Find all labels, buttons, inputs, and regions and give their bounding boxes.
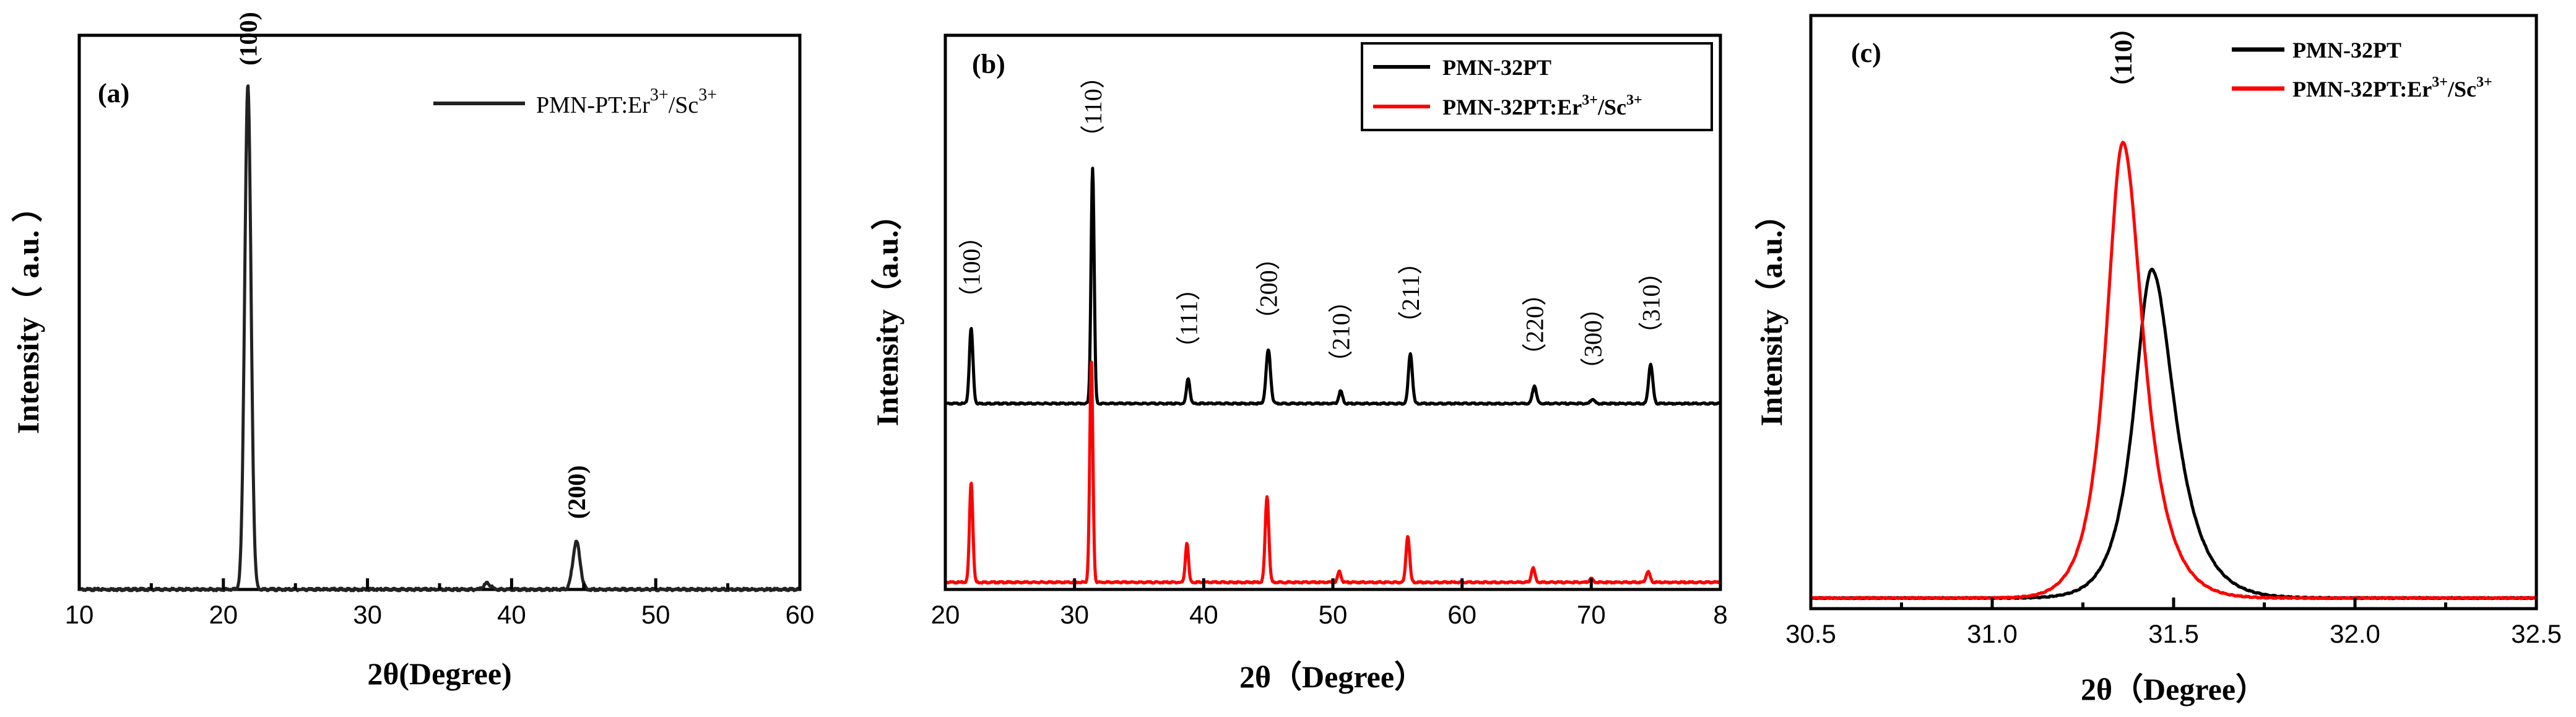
panel-a-x-ticks xyxy=(77,578,802,589)
panel-a-series-1 xyxy=(77,84,801,593)
panel-b-peak-label: （110） xyxy=(1079,64,1107,150)
panel-b-peak-label: （220） xyxy=(1521,281,1549,368)
panel-c-y-axis-label: Intensity（a.u.） xyxy=(1754,199,1789,427)
panel-b-legend-label-2: PMN-32PT:Er3+/Sc3+ xyxy=(1442,92,1642,120)
panel-b-x-tick-label: 50 xyxy=(1319,600,1348,629)
panel-c-series-2 xyxy=(1810,141,2538,601)
panel-c-x-axis-label: 2θ（Degree） xyxy=(2081,672,2266,706)
panel-c-x-tick-label: 32.5 xyxy=(2511,619,2562,648)
panel-c-label: (c) xyxy=(1851,38,1881,68)
panel-b-peak-label: （210） xyxy=(1327,289,1355,375)
panel-b-x-tick-label: 20 xyxy=(931,600,960,629)
panel-a-y-axis-label: Intensity（ a.u. ） xyxy=(11,191,45,434)
panel-c-legend-label-1: PMN-32PT xyxy=(2292,38,2401,63)
panel-c-series-group xyxy=(1810,141,2538,601)
panel-a-x-axis-label: 2θ(Degree) xyxy=(367,656,511,691)
panel-b-x-tick-label: 8 xyxy=(1713,600,1727,629)
panel-c-legend: PMN-32PT PMN-32PT:Er3+/Sc3+ xyxy=(2232,38,2492,102)
panel-c-peak-label: （110） xyxy=(2109,15,2137,100)
panel-b-x-ticks xyxy=(943,578,1722,589)
panel-b-peak-labels: （100） （110） （111） （200） （210） （211） （220） （300）… xyxy=(958,64,1665,382)
panel-a-x-tick-labels: 10 20 30 40 50 60 xyxy=(65,600,815,629)
panel-c-x-ticks xyxy=(1809,598,2538,609)
panel-a-legend: PMN-PT:Er3+/Sc3+ xyxy=(433,85,717,118)
panel-a-peak-label: (100) xyxy=(234,12,262,66)
panel-a-peak-label: (200) xyxy=(563,465,591,519)
panel-c-plot-area xyxy=(1809,14,2538,611)
panel-b-legend-label-1: PMN-32PT xyxy=(1442,55,1551,80)
panel-b-peak-label: （111） xyxy=(1174,276,1202,360)
panel-a-x-tick-label: 40 xyxy=(497,600,526,629)
panel-a-plot-area xyxy=(77,33,802,591)
panel-b-x-tick-label: 70 xyxy=(1577,600,1606,629)
panel-b-x-axis-label: 2θ（Degree） xyxy=(1239,659,1425,694)
panel-c-legend-label-2: PMN-32PT:Er3+/Sc3+ xyxy=(2292,74,2492,102)
panel-b-legend-box xyxy=(1361,42,1713,131)
panel-a-x-tick-label: 60 xyxy=(786,600,815,629)
panel-c-peak-labels: （110） xyxy=(2109,15,2137,100)
panel-b-series-1 xyxy=(944,167,1722,406)
panel-b-x-tick-label: 60 xyxy=(1447,600,1477,629)
panel-a-x-tick-label: 20 xyxy=(209,600,238,629)
panel-a-x-tick-label: 10 xyxy=(65,600,94,629)
panel-b-label: (b) xyxy=(972,49,1005,79)
panel-c-x-tick-labels: 30.5 31.0 31.5 32.0 32.5 xyxy=(1785,619,2562,648)
panel-a-x-tick-label: 30 xyxy=(353,600,382,629)
panel-c: 30.5 31.0 31.5 32.0 32.5 （110） (c) 2θ（Degree… xyxy=(1754,14,2562,706)
panel-c-series-1 xyxy=(1810,267,2538,601)
panel-b-peak-label: （310） xyxy=(1637,259,1665,346)
panel-b-x-tick-label: 30 xyxy=(1060,600,1089,629)
panel-a-x-tick-label: 50 xyxy=(641,600,670,629)
panel-a: 10 20 30 40 50 60 (100) (200) (a) 2θ(Degree) I… xyxy=(11,12,814,691)
panel-b-peak-label: （211） xyxy=(1397,250,1425,336)
panel-b: 20 30 40 50 60 70 8 （100）（110）（111） （200） （210）（… xyxy=(870,33,1728,694)
panel-a-label: (a) xyxy=(98,78,129,108)
panel-b-peak-label: （200） xyxy=(1255,245,1283,332)
panel-c-x-tick-label: 31.0 xyxy=(1967,619,2018,648)
panel-b-series-2 xyxy=(944,360,1722,585)
panel-c-x-tick-label: 32.0 xyxy=(2330,619,2380,648)
panel-b-peak-label: （100） xyxy=(958,224,986,311)
panel-b-peak-label: （300） xyxy=(1579,295,1607,382)
panel-c-x-tick-label: 31.5 xyxy=(2148,619,2199,648)
panel-b-y-axis-label: Intensity（a.u.） xyxy=(870,199,904,427)
panel-a-legend-label: PMN-PT:Er3+/Sc3+ xyxy=(536,85,717,118)
panel-a-peak-labels: (100) (200) xyxy=(234,12,591,519)
panel-b-x-tick-label: 40 xyxy=(1189,600,1218,629)
panel-b-legend: PMN-32PT PMN-32PT:Er3+/Sc3+ xyxy=(1361,42,1713,131)
panel-a-series-group xyxy=(77,84,801,593)
panel-c-x-tick-label: 30.5 xyxy=(1785,619,1836,648)
panel-b-x-tick-labels: 20 30 40 50 60 70 8 xyxy=(931,600,1728,629)
